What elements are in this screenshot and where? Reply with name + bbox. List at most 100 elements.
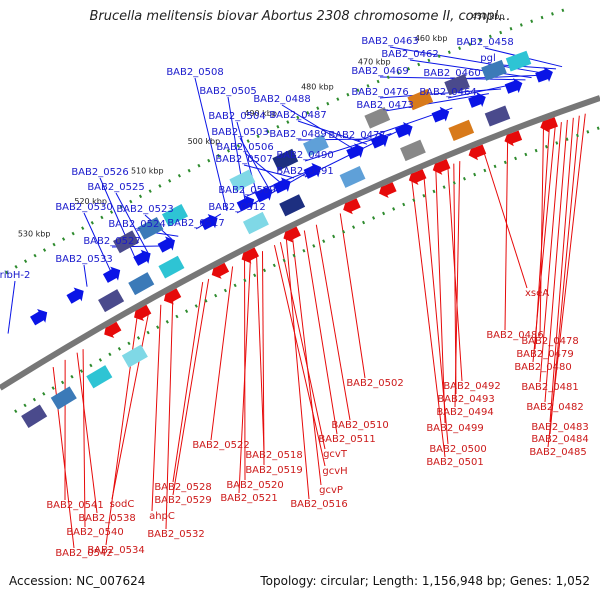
- reverse-gene-label[interactable]: BAB2_0481: [521, 382, 578, 393]
- forward-gene-label[interactable]: BAB2_0488: [253, 94, 310, 105]
- reverse-gene-label[interactable]: gcvH: [322, 466, 347, 477]
- reverse-gene-arrow[interactable]: [160, 286, 183, 308]
- forward-gene-label[interactable]: BAB2_0469: [351, 66, 408, 77]
- forward-gene-label[interactable]: BAB2_0473: [356, 100, 413, 111]
- reverse-gene-arrow[interactable]: [538, 114, 559, 135]
- forward-gene-arrow[interactable]: [235, 192, 257, 214]
- forward-gene-arrow[interactable]: [199, 211, 221, 233]
- reverse-gene-label[interactable]: BAB2_0532: [147, 529, 204, 540]
- forward-gene-label[interactable]: BAB2_0458: [456, 37, 513, 48]
- forward-gene-arrow[interactable]: [132, 246, 155, 268]
- reverse-gene-label[interactable]: xseA: [525, 288, 549, 299]
- reverse-gene-label[interactable]: BAB2_0541: [46, 500, 103, 511]
- reverse-gene-label[interactable]: BAB2_0484: [531, 434, 588, 445]
- reverse-gene-label[interactable]: BAB2_0485: [529, 447, 586, 458]
- reverse-gene-label[interactable]: BAB2_0522: [192, 440, 249, 451]
- forward-gene-label[interactable]: BAB2_0512: [208, 202, 265, 213]
- forward-gene-label[interactable]: BAB2_0476: [351, 87, 408, 98]
- reverse-gene-arrow[interactable]: [208, 260, 230, 282]
- reverse-gene-arrow[interactable]: [502, 128, 524, 149]
- forward-gene-arrow[interactable]: [430, 104, 452, 125]
- forward-gene-arrow[interactable]: [394, 119, 416, 140]
- forward-gene-label[interactable]: BAB2_0505: [199, 86, 256, 97]
- reverse-gene-label[interactable]: BAB2_0479: [516, 349, 573, 360]
- forward-gene-label[interactable]: BAB2_0490: [276, 150, 333, 161]
- forward-gene-label[interactable]: BAB2_0526: [71, 167, 128, 178]
- reverse-gene-label[interactable]: BAB2_0518: [245, 450, 302, 461]
- reverse-gene-arrow[interactable]: [340, 196, 362, 218]
- reverse-gene-label[interactable]: BAB2_0529: [154, 495, 211, 506]
- reverse-gene-arrow[interactable]: [100, 319, 123, 341]
- reverse-gene-arrow[interactable]: [466, 142, 488, 163]
- forward-gene-label[interactable]: BAB2_0460: [423, 68, 480, 79]
- reverse-gene-label[interactable]: BAB2_0483: [531, 422, 588, 433]
- forward-gene-label[interactable]: BAB2_0508: [166, 67, 223, 78]
- forward-gene-label[interactable]: BAB2_0533: [55, 254, 112, 265]
- forward-gene-label[interactable]: BAB2_0525: [87, 182, 144, 193]
- forward-gene-arrow[interactable]: [28, 305, 51, 327]
- reverse-gene-label[interactable]: BAB2_0542: [55, 548, 112, 559]
- reverse-gene-label[interactable]: BAB2_0500: [429, 444, 486, 455]
- forward-gene-label[interactable]: BAB2_0530: [55, 202, 112, 213]
- reverse-gene-label[interactable]: BAB2_0502: [346, 378, 403, 389]
- forward-gene-label[interactable]: BAB2_0462: [381, 49, 438, 60]
- reverse-gene-arrow[interactable]: [406, 166, 428, 187]
- reverse-gene-label[interactable]: sodC: [110, 499, 135, 510]
- reverse-gene-label[interactable]: BAB2_0510: [331, 420, 388, 431]
- reverse-gene-label[interactable]: BAB2_0494: [436, 407, 493, 418]
- forward-gene-label[interactable]: BAB2_0503: [211, 127, 268, 138]
- forward-gene-label[interactable]: BAB2_0491: [276, 166, 333, 177]
- forward-gene-label[interactable]: BAB2_0463: [361, 36, 418, 47]
- forward-gene-arrow[interactable]: [101, 263, 124, 285]
- reverse-gene-label[interactable]: BAB2_0516: [290, 499, 347, 510]
- reverse-gene-label[interactable]: BAB2_0493: [437, 394, 494, 405]
- reverse-gene-label[interactable]: BAB2_0521: [220, 493, 277, 504]
- reverse-gene-label[interactable]: BAB2_0511: [318, 434, 375, 445]
- forward-gene-arrow[interactable]: [534, 64, 555, 85]
- reverse-gene-arrow[interactable]: [238, 245, 260, 267]
- reverse-gene-label[interactable]: gcvP: [319, 485, 343, 496]
- forward-gene-arrow[interactable]: [254, 183, 276, 205]
- reverse-gene-label[interactable]: BAB2_0486: [486, 330, 543, 341]
- reverse-gene-label[interactable]: BAB2_0519: [245, 465, 302, 476]
- reverse-gene-arrow[interactable]: [430, 156, 452, 177]
- forward-gene-label[interactable]: BAB2_0517: [167, 218, 224, 229]
- reverse-gene-label[interactable]: BAB2_0540: [66, 527, 123, 538]
- forward-gene-arrow[interactable]: [369, 130, 391, 151]
- forward-gene-label[interactable]: BAB2_0487: [269, 110, 326, 121]
- reverse-gene-label[interactable]: BAB2_0528: [154, 482, 211, 493]
- forward-gene-label[interactable]: BAB2_0523: [116, 204, 173, 215]
- reverse-gene-label[interactable]: BAB2_0501: [426, 457, 483, 468]
- reverse-gene-label[interactable]: BAB2_0538: [78, 513, 135, 524]
- forward-gene-label[interactable]: BAB2_0506: [216, 142, 273, 153]
- reverse-gene-label[interactable]: BAB2_0478: [521, 336, 578, 347]
- reverse-gene-label[interactable]: BAB2_0534: [87, 545, 144, 556]
- forward-gene-arrow[interactable]: [156, 233, 179, 255]
- forward-gene-label[interactable]: BAB2_0509: [218, 185, 275, 196]
- forward-gene-label[interactable]: BAB2_0507: [215, 154, 272, 165]
- forward-gene-label[interactable]: BAB2_0489: [269, 129, 326, 140]
- forward-gene-label[interactable]: BAB2_0504: [208, 111, 265, 122]
- forward-gene-arrow[interactable]: [272, 174, 294, 196]
- forward-gene-label[interactable]: ribH-2: [0, 270, 30, 281]
- forward-gene-arrow[interactable]: [504, 76, 526, 97]
- reverse-gene-arrow[interactable]: [130, 302, 153, 324]
- forward-gene-arrow[interactable]: [467, 90, 489, 111]
- forward-gene-label[interactable]: BAB2_0464: [419, 87, 476, 98]
- forward-gene-arrow[interactable]: [65, 284, 88, 306]
- forward-gene-label[interactable]: BAB2_0527: [83, 236, 140, 247]
- forward-gene-label[interactable]: pgl: [480, 53, 495, 64]
- reverse-gene-arrow[interactable]: [280, 224, 302, 246]
- forward-gene-arrow[interactable]: [302, 160, 324, 182]
- reverse-gene-arrow[interactable]: [376, 179, 398, 201]
- forward-gene-label[interactable]: BAB2_0477: [328, 130, 385, 141]
- reverse-gene-label[interactable]: BAB2_0482: [526, 402, 583, 413]
- forward-gene-arrow[interactable]: [345, 140, 367, 162]
- reverse-gene-label[interactable]: BAB2_0520: [226, 480, 283, 491]
- forward-gene-label[interactable]: BAB2_0524: [108, 219, 165, 230]
- reverse-gene-label[interactable]: BAB2_0492: [443, 381, 500, 392]
- reverse-gene-label[interactable]: gcvT: [323, 449, 348, 460]
- reverse-gene-label[interactable]: BAB2_0499: [426, 423, 483, 434]
